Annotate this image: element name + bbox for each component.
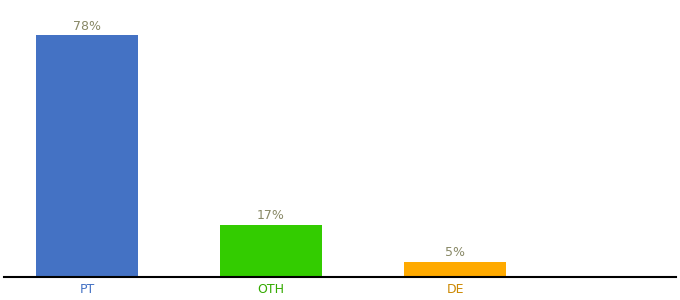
Bar — [220, 224, 322, 277]
Text: 78%: 78% — [73, 20, 101, 33]
Text: 17%: 17% — [257, 209, 285, 222]
Text: 5%: 5% — [445, 246, 465, 259]
Bar — [36, 35, 137, 277]
Bar — [405, 262, 506, 277]
